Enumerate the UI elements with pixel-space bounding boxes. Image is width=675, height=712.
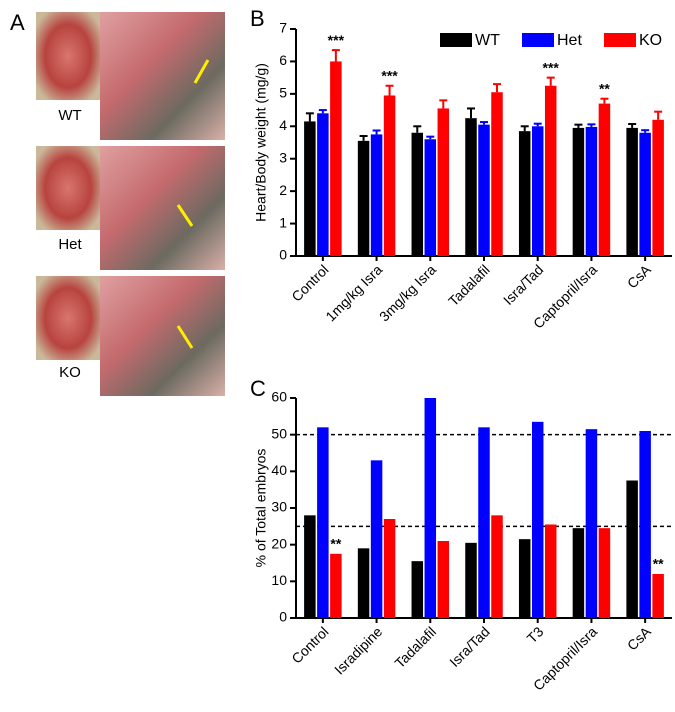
x-tick-label: 3mg/kg Isra <box>376 261 439 324</box>
y-tick-label: 3 <box>279 149 287 165</box>
bar <box>465 543 477 618</box>
bar <box>652 574 664 618</box>
bar <box>438 541 450 618</box>
bar <box>330 61 342 256</box>
bar <box>545 86 557 256</box>
x-tick-label: Tadalafil <box>391 623 439 671</box>
bar <box>478 125 490 256</box>
heart-photo <box>100 12 225 140</box>
bar <box>532 422 544 618</box>
legend-swatch <box>522 33 554 47</box>
figure: A WT Het KO B Heart/Body weight (mg/g) 0 1 2… <box>0 0 675 707</box>
x-tick-label: Control <box>288 623 331 666</box>
y-tick-label: 7 <box>279 20 287 36</box>
bar <box>384 519 396 618</box>
panel-label: A <box>10 10 25 35</box>
y-axis-label: % of Total embryos <box>253 449 269 568</box>
caption: KO <box>59 364 81 381</box>
bar <box>330 554 342 618</box>
bar <box>371 134 383 256</box>
y-tick-label: 0 <box>279 609 287 625</box>
x-tick-label: Control <box>288 261 331 304</box>
bar <box>317 427 329 618</box>
bar <box>532 126 544 256</box>
y-tick-label: 2 <box>279 182 287 198</box>
y-tick-label: 50 <box>271 425 287 441</box>
x-tick-label: Isra/Tad <box>500 261 547 308</box>
y-tick-label: 6 <box>279 52 287 68</box>
bar <box>626 128 638 256</box>
embryo-photo <box>36 276 100 360</box>
legend-swatch <box>604 33 636 47</box>
y-tick-label: 20 <box>271 535 287 551</box>
legend-label: WT <box>475 32 500 49</box>
bar <box>465 118 477 256</box>
bar <box>425 139 437 256</box>
x-tick-label: 1mg/kg Isra <box>322 261 385 324</box>
panel-label: C <box>250 376 266 401</box>
bar <box>384 95 396 256</box>
bar <box>545 525 557 619</box>
heart-photo <box>100 146 225 270</box>
bar <box>639 431 651 618</box>
y-tick-label: 40 <box>271 462 287 478</box>
legend-label: KO <box>639 32 662 49</box>
bar <box>491 515 503 618</box>
bar <box>626 481 638 619</box>
embryo-images <box>36 12 225 396</box>
significance: ** <box>330 536 341 552</box>
y-tick-label: 5 <box>279 85 287 101</box>
x-tick-label: Isradipine <box>331 623 385 677</box>
bar <box>519 539 531 618</box>
y-tick-label: 30 <box>271 499 287 515</box>
bar <box>599 528 611 618</box>
bar <box>358 141 370 256</box>
y-tick-label: 1 <box>279 214 287 230</box>
significance: *** <box>328 32 345 48</box>
bar <box>412 133 424 256</box>
legend-label: Het <box>557 32 582 49</box>
y-tick-label: 4 <box>279 117 287 133</box>
y-axis-label: Heart/Body weight (mg/g) <box>253 63 269 222</box>
bar <box>599 104 611 256</box>
panel-label: B <box>250 6 265 31</box>
y-tick-label: 10 <box>271 572 287 588</box>
bar <box>586 127 598 256</box>
x-tick-label: CsA <box>624 623 654 653</box>
bar <box>478 427 490 618</box>
caption: Het <box>58 236 82 253</box>
significance: ** <box>653 556 664 572</box>
bar <box>438 108 450 256</box>
embryo-photo <box>36 146 100 230</box>
heart-photo <box>100 276 225 396</box>
bar <box>371 460 383 618</box>
caption: WT <box>58 107 81 124</box>
x-tick-label: CsA <box>624 261 654 291</box>
bar <box>586 429 598 618</box>
y-tick-label: 0 <box>279 247 287 263</box>
significance: *** <box>543 59 560 75</box>
significance: *** <box>381 67 398 83</box>
bar <box>317 113 329 256</box>
y-tick-label: 60 <box>271 389 287 405</box>
bar <box>358 548 370 618</box>
bar <box>491 92 503 256</box>
bar <box>573 528 585 618</box>
bar <box>639 133 651 256</box>
bar <box>412 561 424 618</box>
x-tick-label: T3 <box>524 623 547 646</box>
significance: ** <box>599 80 610 96</box>
embryo-photo <box>36 12 100 100</box>
x-tick-label: Tadalafil <box>445 261 493 309</box>
bar <box>304 515 316 618</box>
bar <box>573 128 585 256</box>
bar <box>519 131 531 256</box>
x-tick-label: Isra/Tad <box>446 623 493 670</box>
bar <box>652 120 664 256</box>
bar <box>425 398 437 618</box>
legend-swatch <box>440 33 472 47</box>
bar <box>304 121 316 256</box>
